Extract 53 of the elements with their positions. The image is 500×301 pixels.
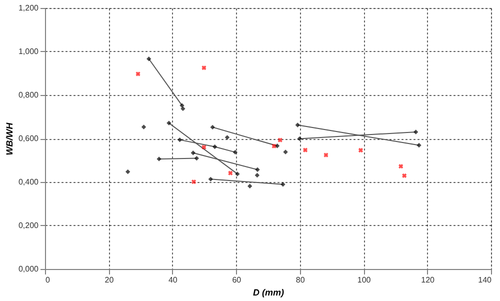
x-tick-label: 60 — [232, 276, 242, 284]
x-axis-title: D (mm) — [253, 288, 284, 298]
point — [202, 144, 206, 150]
point — [166, 120, 172, 126]
point — [280, 182, 286, 187]
x-tick-label: 40 — [168, 276, 178, 284]
point — [190, 150, 196, 156]
point — [297, 136, 302, 142]
y-tick-label: 1,000 — [18, 47, 40, 56]
point — [416, 142, 422, 148]
point — [247, 184, 252, 188]
point — [272, 144, 276, 148]
y-tick-label: 0,400 — [18, 178, 40, 186]
point — [180, 106, 186, 112]
x-tick-label: 120 — [421, 276, 436, 284]
x-tick-label: 100 — [357, 276, 372, 284]
point — [228, 170, 233, 176]
point — [208, 176, 213, 182]
point — [278, 138, 282, 142]
x-tick-label: 140 — [478, 276, 492, 284]
point — [210, 124, 215, 130]
point — [324, 152, 328, 158]
point — [194, 156, 199, 161]
point — [235, 172, 240, 176]
y-tick-label: 0,800 — [18, 90, 40, 100]
x-tick-label: 0 — [46, 276, 50, 284]
point — [141, 124, 146, 130]
point — [191, 179, 196, 184]
point — [295, 122, 300, 128]
point — [156, 156, 162, 162]
y-tick-label: 0,200 — [18, 221, 40, 230]
point — [413, 130, 418, 134]
point — [146, 56, 152, 62]
x-tick-label: 20 — [104, 276, 114, 284]
point — [255, 167, 260, 172]
point — [358, 148, 364, 153]
point — [232, 150, 238, 155]
point — [302, 148, 308, 152]
point — [202, 65, 206, 70]
point — [254, 172, 260, 178]
y-tick-label: 0,000 — [18, 264, 40, 274]
point — [125, 169, 130, 174]
y-tick-label: 0,600 — [18, 134, 40, 143]
point — [283, 150, 288, 154]
x-tick-label: 80 — [296, 276, 306, 284]
point — [224, 135, 230, 140]
y-tick-label: 1,200 — [18, 4, 40, 12]
point — [177, 137, 182, 142]
point — [212, 144, 218, 150]
point — [136, 72, 140, 76]
y-axis-title: WB/WH — [4, 122, 14, 156]
point — [398, 164, 404, 169]
point — [402, 173, 407, 178]
